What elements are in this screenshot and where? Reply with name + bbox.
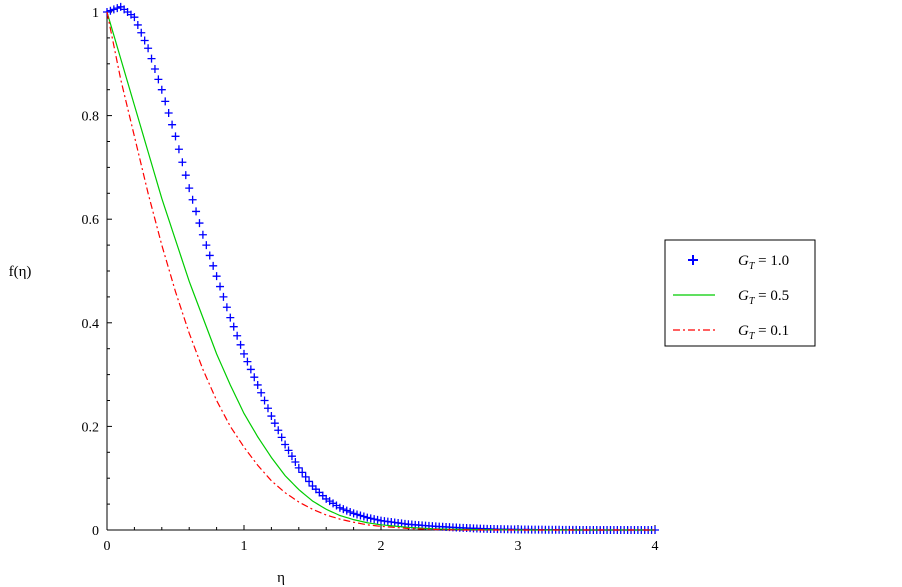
y-tick-label: 0.8 — [82, 110, 100, 125]
data-point — [113, 4, 122, 13]
data-point — [157, 85, 166, 94]
data-point — [144, 44, 153, 53]
y-tick-label: 0 — [92, 524, 99, 539]
data-point — [188, 195, 197, 204]
data-point — [260, 396, 269, 405]
data-point — [185, 184, 194, 193]
x-tick-label: 0 — [104, 539, 111, 554]
y-tick-label: 0.6 — [82, 213, 100, 228]
data-point — [192, 207, 201, 216]
data-point — [236, 340, 245, 349]
data-point — [154, 75, 163, 84]
data-point — [150, 64, 159, 73]
data-point — [342, 506, 351, 515]
axis-ticks: 0 1 2 3 4 0 0.2 0.4 0.6 0.8 1 — [82, 6, 659, 554]
data-point — [301, 472, 310, 481]
data-point — [205, 251, 214, 260]
data-point — [222, 303, 231, 312]
y-tick-label: 1 — [92, 6, 99, 21]
legend-label: GT = 0.1 — [738, 323, 789, 342]
data-point — [287, 452, 296, 461]
data-point — [209, 261, 218, 270]
data-point — [250, 373, 259, 382]
data-point — [270, 419, 279, 428]
data-point — [370, 515, 379, 524]
data-point — [161, 97, 170, 106]
series-layer — [103, 2, 659, 534]
data-point — [133, 20, 142, 29]
data-point — [349, 509, 358, 518]
data-point — [147, 54, 156, 63]
x-tick-label: 2 — [378, 539, 385, 554]
x-tick-label: 1 — [241, 539, 248, 554]
data-point — [168, 120, 177, 129]
legend-box — [664, 239, 816, 347]
data-point — [174, 145, 183, 154]
data-point — [137, 28, 146, 37]
data-point — [291, 458, 300, 467]
series-line — [106, 11, 655, 531]
x-axis-title: η — [277, 570, 285, 586]
y-tick-label: 0.4 — [82, 317, 100, 332]
data-point — [195, 219, 204, 228]
data-point — [178, 158, 187, 167]
data-point — [366, 514, 375, 523]
data-point — [346, 508, 355, 516]
data-point — [233, 331, 242, 340]
axes — [106, 12, 655, 531]
legend-entry: GT = 1.0 — [688, 253, 789, 272]
data-point — [202, 241, 211, 250]
data-point — [240, 349, 248, 358]
legend-entry: GT = 0.1 — [673, 323, 789, 342]
y-axis-title: f(η) — [9, 264, 32, 280]
data-point — [216, 282, 225, 291]
data-point — [226, 313, 235, 322]
data-point — [373, 515, 382, 524]
series-line — [106, 11, 655, 531]
data-point — [339, 505, 348, 514]
data-point — [109, 5, 118, 14]
data-point — [284, 446, 293, 455]
data-point — [363, 513, 372, 522]
data-point — [106, 6, 115, 15]
data-point — [140, 36, 149, 45]
data-point — [253, 380, 262, 389]
data-point — [359, 512, 368, 521]
data-point — [212, 272, 221, 281]
legend-label: GT = 1.0 — [738, 253, 789, 272]
legend: GT = 1.0 GT = 0.5 GT = 0.1 — [664, 239, 816, 347]
data-point — [335, 503, 344, 512]
x-tick-label: 4 — [652, 539, 659, 554]
data-point — [229, 322, 238, 331]
data-point — [243, 357, 252, 366]
series-0 — [103, 2, 659, 534]
data-point — [274, 426, 283, 435]
data-point — [353, 510, 362, 519]
data-point — [198, 230, 207, 239]
series-1 — [106, 11, 655, 531]
data-point — [181, 171, 190, 180]
data-point — [356, 511, 365, 520]
data-point — [267, 412, 276, 421]
legend-marker-plus — [688, 255, 698, 265]
x-tick-label: 3 — [515, 539, 522, 554]
data-point — [257, 388, 266, 397]
data-point — [298, 468, 307, 477]
legend-entry: GT = 0.5 — [673, 288, 789, 307]
series-2 — [106, 11, 655, 531]
data-point — [277, 433, 286, 442]
data-point — [164, 109, 173, 118]
data-point — [130, 13, 139, 22]
data-point — [171, 132, 180, 141]
y-tick-label: 0.2 — [82, 420, 100, 435]
data-point — [263, 404, 272, 413]
data-point — [305, 477, 314, 486]
data-point — [294, 463, 303, 472]
data-point — [219, 292, 228, 301]
data-point — [281, 440, 290, 449]
data-point — [246, 365, 255, 374]
legend-label: GT = 0.5 — [738, 288, 789, 307]
